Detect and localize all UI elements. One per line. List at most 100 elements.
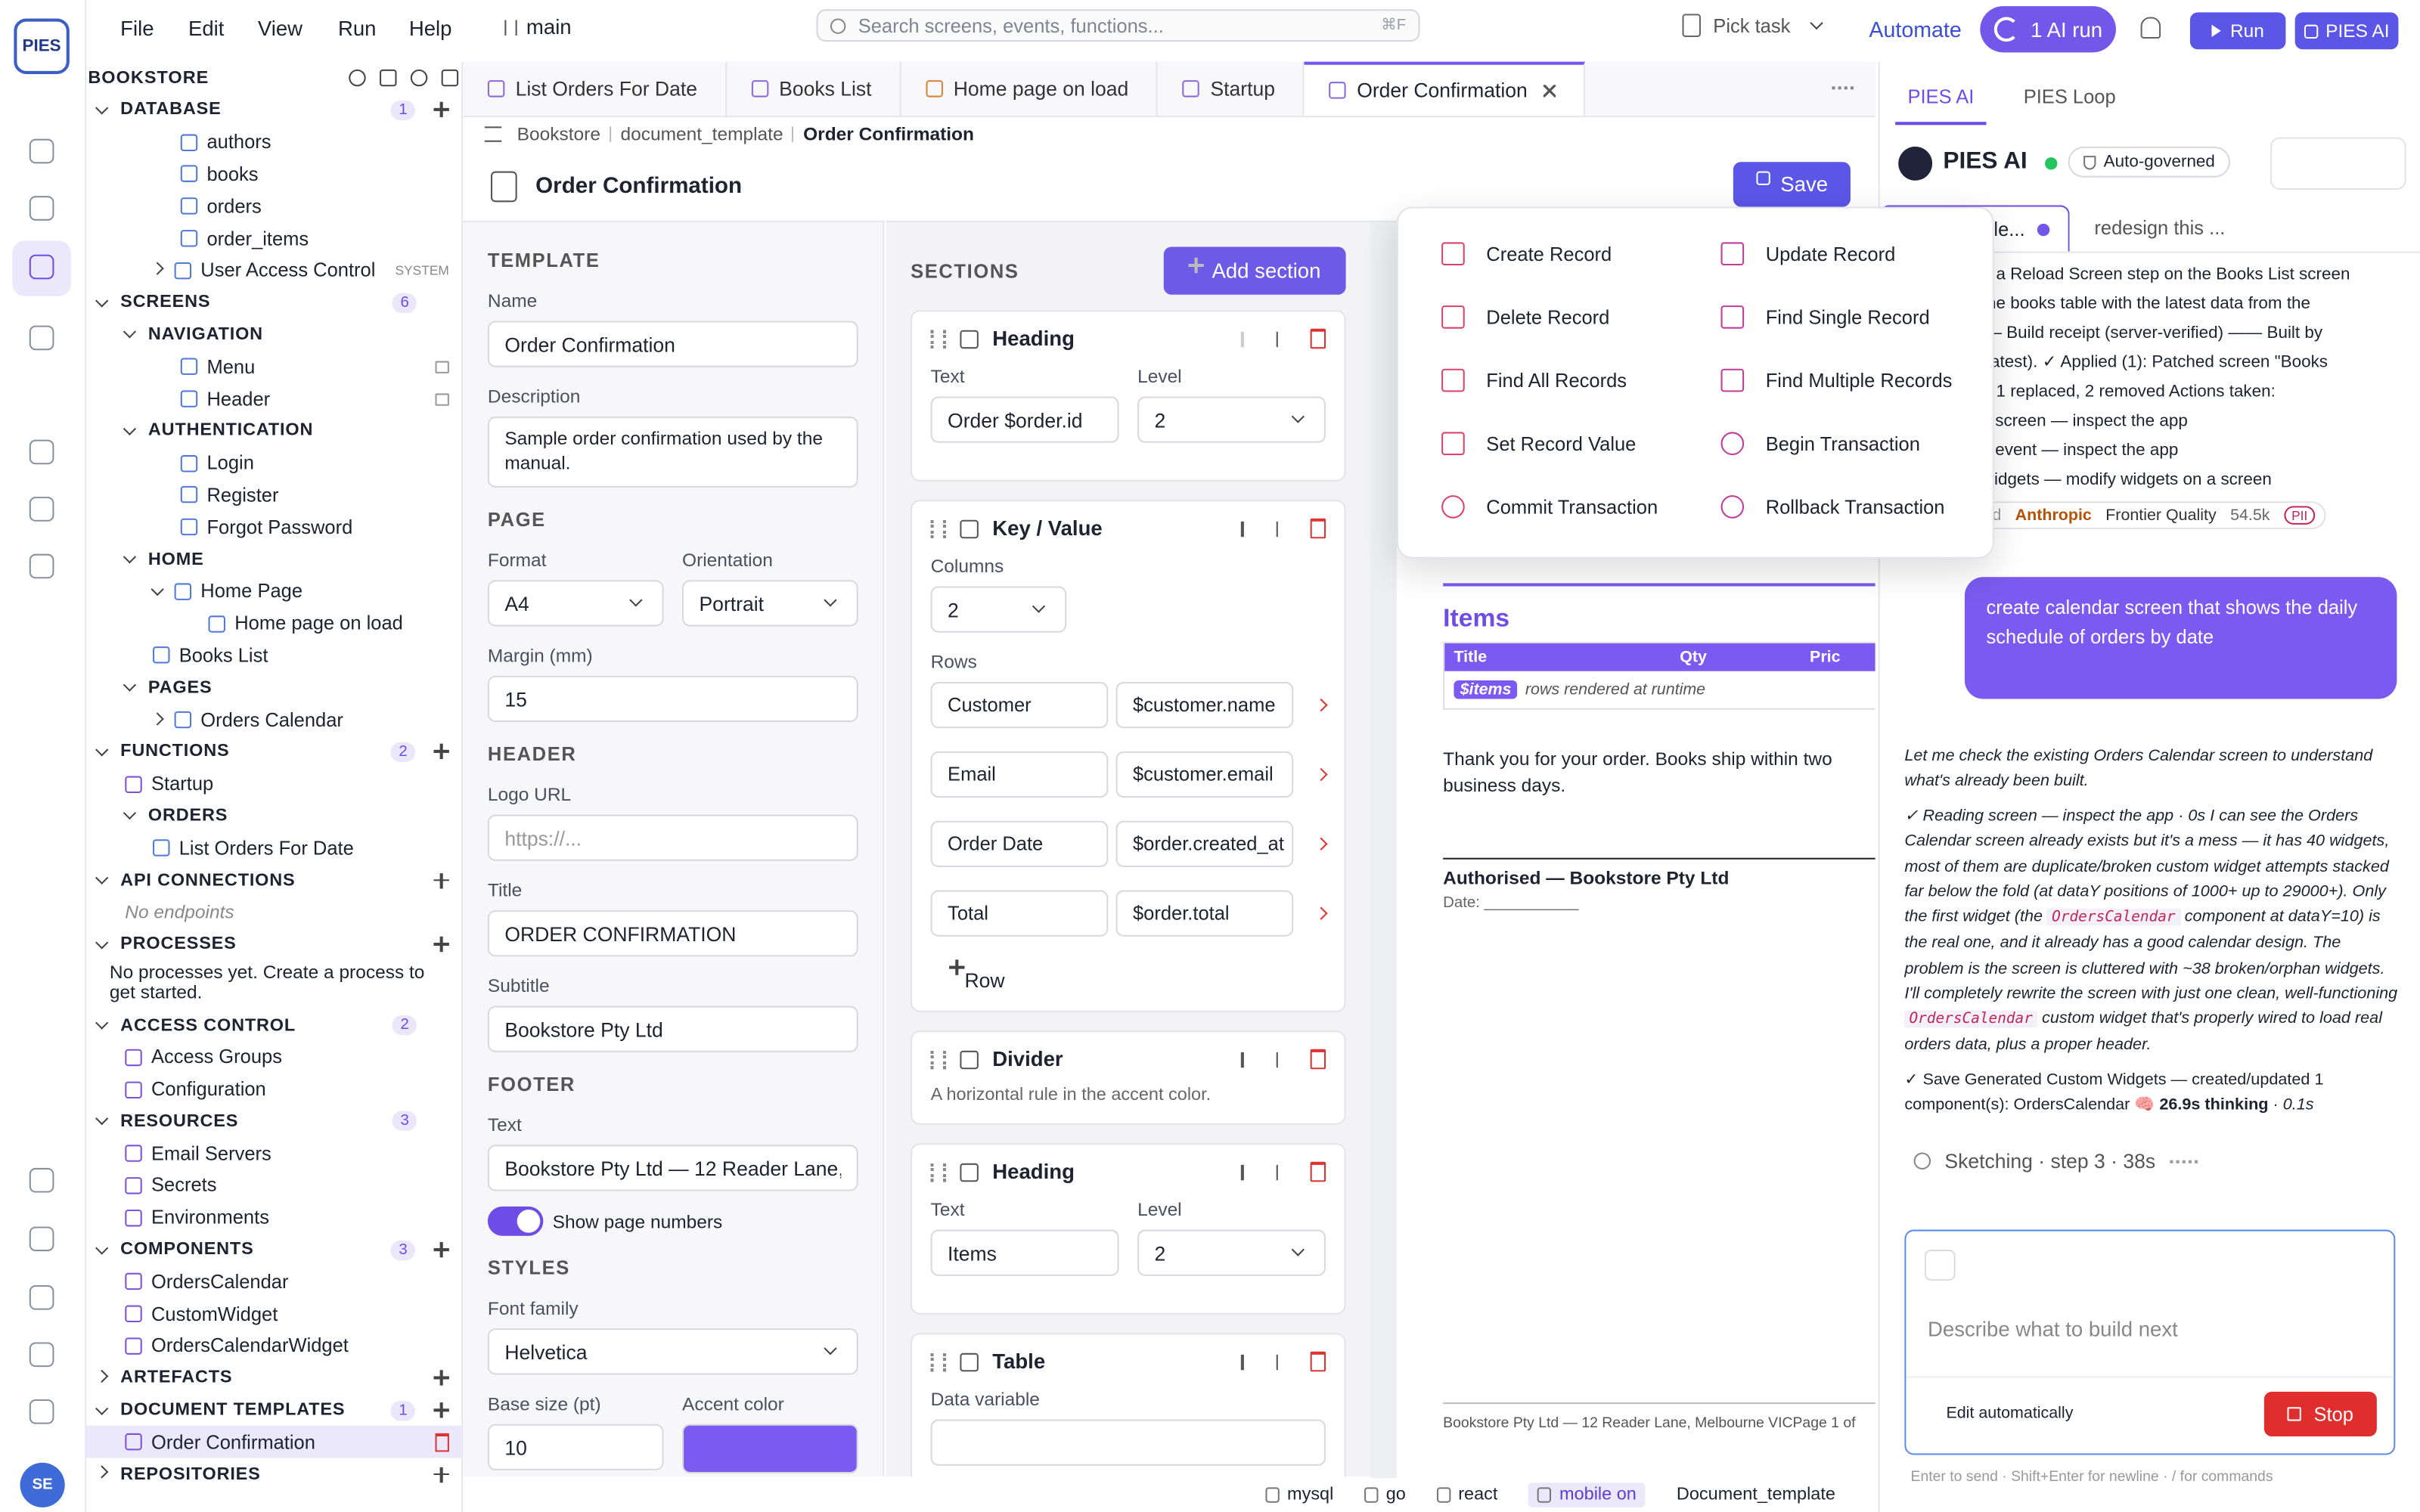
color-swatch[interactable] bbox=[682, 1424, 858, 1473]
delete[interactable] bbox=[1310, 518, 1326, 539]
tree-row[interactable]: COMPONENTS 3 bbox=[85, 1234, 461, 1266]
editor-tab[interactable]: Order Confirmation bbox=[1304, 61, 1585, 116]
crumb[interactable]: Bookstore bbox=[517, 122, 600, 144]
plus-icon[interactable] bbox=[433, 936, 449, 953]
editor-tab[interactable]: Startup bbox=[1158, 61, 1305, 116]
select[interactable]: 2 bbox=[1137, 1229, 1326, 1276]
input[interactable]: Order $order.id bbox=[930, 396, 1119, 443]
tree-row[interactable]: order_items bbox=[85, 222, 461, 254]
menu-item[interactable]: Create Record bbox=[1441, 242, 1612, 266]
input[interactable]: 10 bbox=[487, 1424, 664, 1470]
rail-icon[interactable] bbox=[29, 439, 54, 465]
header-icon[interactable] bbox=[441, 69, 459, 87]
drag[interactable] bbox=[930, 1352, 947, 1371]
editor-tab[interactable]: Books List bbox=[727, 61, 901, 116]
tree-row[interactable]: OrdersCalendarWidget bbox=[85, 1330, 461, 1362]
move[interactable] bbox=[1275, 1051, 1278, 1067]
composer[interactable]: Describe what to build next Edit automati… bbox=[1904, 1229, 2396, 1455]
avatar[interactable]: SE bbox=[20, 1462, 65, 1507]
tree-row[interactable]: orders bbox=[85, 191, 461, 222]
rail-icon[interactable] bbox=[29, 497, 54, 522]
rail-icon[interactable] bbox=[29, 254, 54, 280]
rail-icon[interactable] bbox=[29, 138, 54, 164]
delete[interactable] bbox=[1310, 328, 1326, 349]
input[interactable]: Email bbox=[930, 751, 1109, 798]
menu-item[interactable]: Set Record Value bbox=[1441, 432, 1636, 456]
tree-row[interactable]: List Orders For Date bbox=[85, 832, 461, 864]
header-icon[interactable] bbox=[410, 69, 428, 87]
select[interactable]: Portrait bbox=[682, 580, 858, 627]
plus-icon[interactable] bbox=[433, 744, 449, 760]
menu-item[interactable]: Find All Records bbox=[1441, 368, 1627, 392]
ai-tab[interactable]: PIES Loop bbox=[2023, 86, 2116, 108]
tree-row[interactable]: PROCESSES bbox=[85, 928, 461, 960]
status-item[interactable]: go bbox=[1364, 1485, 1406, 1504]
pick-task[interactable]: Pick task bbox=[1682, 14, 1823, 37]
input[interactable]: ORDER CONFIRMATION bbox=[487, 910, 858, 957]
plus-icon[interactable] bbox=[433, 1370, 449, 1387]
input[interactable]: $order.created_at bbox=[1115, 820, 1294, 867]
input[interactable]: Customer bbox=[930, 682, 1109, 729]
plus-icon[interactable] bbox=[1188, 257, 1205, 274]
tree-row[interactable]: authors bbox=[85, 126, 461, 158]
stop-button[interactable]: Stop bbox=[2263, 1391, 2377, 1436]
save-button[interactable]: Save bbox=[1733, 162, 1851, 207]
input[interactable]: Bookstore Pty Ltd bbox=[487, 1005, 858, 1052]
add-row[interactable]: Row bbox=[931, 959, 1326, 992]
move[interactable] bbox=[1275, 330, 1278, 347]
tree-row[interactable]: AUTHENTICATION bbox=[85, 415, 461, 447]
chat-tab[interactable]: redesign this ... bbox=[2076, 205, 2244, 251]
menu-item[interactable]: Run bbox=[337, 17, 377, 41]
header-icon[interactable] bbox=[380, 69, 397, 87]
input[interactable] bbox=[930, 1419, 1326, 1466]
status-item[interactable]: react bbox=[1436, 1485, 1497, 1504]
input[interactable]: https://... bbox=[487, 814, 858, 861]
toggle[interactable] bbox=[487, 1206, 544, 1236]
rail-icon[interactable] bbox=[29, 196, 54, 221]
tree-row[interactable]: ACCESS CONTROL 2 bbox=[85, 1009, 461, 1041]
mode[interactable]: Edit automatically bbox=[1946, 1404, 2074, 1423]
tree-row[interactable]: Books List bbox=[85, 640, 461, 671]
input[interactable]: $customer.name bbox=[1115, 682, 1294, 729]
select[interactable]: A4 bbox=[487, 580, 664, 627]
tree-row[interactable]: Header bbox=[85, 383, 461, 414]
delete[interactable] bbox=[1310, 1351, 1326, 1372]
crumb[interactable]: document_template bbox=[620, 122, 783, 144]
tree-row[interactable]: Access Groups bbox=[85, 1041, 461, 1073]
status-item[interactable]: Document_template bbox=[1677, 1485, 1835, 1503]
input[interactable]: Sample order confirmation used by the ma… bbox=[487, 417, 858, 488]
delete[interactable] bbox=[1310, 1161, 1326, 1182]
tab-close[interactable] bbox=[1543, 84, 1556, 97]
add-section[interactable]: Add section bbox=[1163, 246, 1346, 295]
tree-row[interactable]: Register bbox=[85, 479, 461, 511]
menu-item[interactable]: Begin Transaction bbox=[1720, 432, 1920, 456]
input[interactable]: $order.total bbox=[1115, 890, 1294, 937]
tree-row[interactable]: Environments bbox=[85, 1202, 461, 1234]
tree-row[interactable]: CustomWidget bbox=[85, 1298, 461, 1330]
bell[interactable] bbox=[2140, 17, 2161, 39]
rail-icon[interactable] bbox=[29, 1226, 54, 1252]
more[interactable] bbox=[1832, 85, 1854, 91]
select[interactable]: Helvetica bbox=[487, 1328, 858, 1375]
input[interactable]: Bookstore Pty Ltd — 12 Reader Lane, Me bbox=[487, 1145, 858, 1191]
tree-row[interactable]: API CONNECTIONS bbox=[85, 864, 461, 896]
tree-row[interactable]: No endpoints bbox=[85, 897, 461, 928]
move[interactable] bbox=[1275, 1163, 1278, 1180]
menu-item[interactable]: Update Record bbox=[1720, 242, 1895, 266]
tree-row[interactable]: FUNCTIONS 2 bbox=[85, 736, 461, 767]
tree-row[interactable]: Secrets bbox=[85, 1170, 461, 1201]
input[interactable]: 15 bbox=[487, 675, 858, 723]
tree-row[interactable]: Login bbox=[85, 447, 461, 479]
menu-item[interactable]: Edit bbox=[188, 17, 225, 41]
tree-row[interactable]: RESOURCES 3 bbox=[85, 1105, 461, 1137]
pies-ai-button[interactable]: PIES AI bbox=[2294, 12, 2399, 50]
header-icon[interactable] bbox=[349, 69, 366, 87]
move[interactable] bbox=[1240, 1353, 1243, 1370]
drag[interactable] bbox=[930, 1049, 947, 1069]
tree-row[interactable]: NAVIGATION bbox=[85, 319, 461, 351]
drag[interactable] bbox=[930, 329, 947, 349]
input[interactable]: Items bbox=[930, 1229, 1119, 1276]
input[interactable]: Order Confirmation bbox=[487, 321, 858, 367]
input[interactable]: Order Date bbox=[930, 820, 1109, 867]
move[interactable] bbox=[1240, 1051, 1243, 1067]
